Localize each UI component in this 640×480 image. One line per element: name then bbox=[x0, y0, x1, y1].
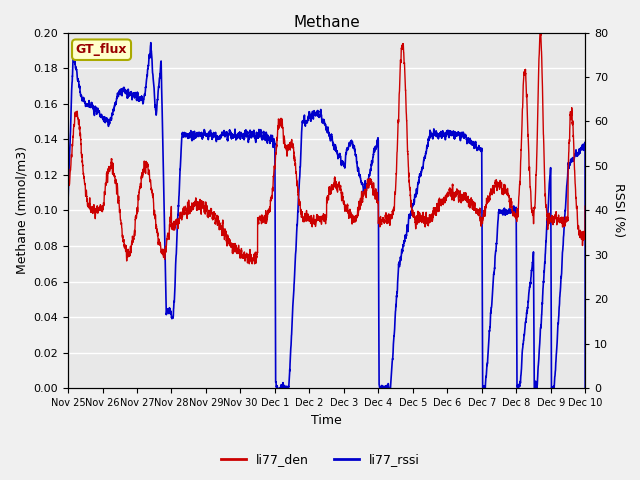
Title: Methane: Methane bbox=[293, 15, 360, 30]
Y-axis label: RSSI (%): RSSI (%) bbox=[612, 183, 625, 238]
Legend: li77_den, li77_rssi: li77_den, li77_rssi bbox=[216, 448, 424, 471]
X-axis label: Time: Time bbox=[311, 414, 342, 427]
Y-axis label: Methane (mmol/m3): Methane (mmol/m3) bbox=[15, 146, 28, 275]
Text: GT_flux: GT_flux bbox=[76, 43, 127, 56]
